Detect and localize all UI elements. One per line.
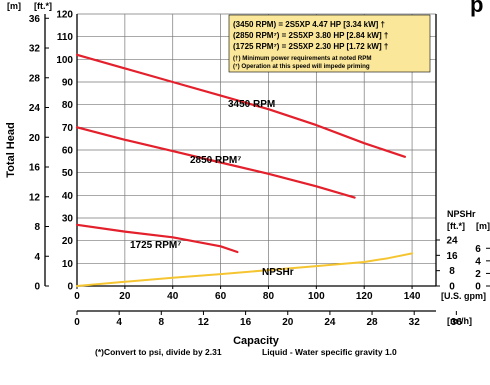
npshr-tick-label-ft: 8 xyxy=(449,266,455,277)
npshr-unit-ft: [ft.*] xyxy=(447,221,465,231)
y-tick-label-ft: 0 xyxy=(67,282,73,293)
x-tick-label-gpm: 140 xyxy=(404,291,421,302)
y-axis-title: Total Head xyxy=(5,122,17,177)
x-tick-label-m3h: 8 xyxy=(159,317,165,328)
x-tick-label-m3h: 0 xyxy=(74,317,80,328)
x-tick-label-m3h: 16 xyxy=(240,317,252,328)
series-line-npshr xyxy=(76,252,414,287)
series-label-2850: 2850 RPM⁷ xyxy=(190,155,241,166)
y-tick-label-m: 16 xyxy=(29,163,41,174)
x-tick-label-m3h: 12 xyxy=(198,317,210,328)
y-tick-label-m: 8 xyxy=(34,222,40,233)
series-line-2850rpm xyxy=(75,126,356,199)
x-tick-label-gpm: 60 xyxy=(215,291,227,302)
y-tick-label-m: 20 xyxy=(29,133,41,144)
y-tick-label-ft: 80 xyxy=(62,100,74,111)
x-tick-label-m3h: 24 xyxy=(324,317,336,328)
y-tick-label-ft: 30 xyxy=(62,214,74,225)
series-label-npshr: NPSHr xyxy=(262,267,294,278)
x-unit-m3h: [m³/h] xyxy=(447,316,472,326)
y-tick-label-m: 36 xyxy=(29,14,41,25)
x-unit-gpm: [U.S. gpm] xyxy=(441,291,486,301)
y-tick-label-ft: 120 xyxy=(56,10,73,21)
y-unit-m-label: [m] xyxy=(7,1,21,11)
tick-labels: 0102030405060708090100110120048121620242… xyxy=(29,10,490,328)
y-tick-label-m: 0 xyxy=(34,282,40,293)
series-line-1725rpm xyxy=(75,223,239,254)
x-tick-label-m3h: 36 xyxy=(451,317,463,328)
series-label-3450: 3450 RPM xyxy=(228,99,275,110)
y-tick-label-ft: 100 xyxy=(56,55,73,66)
y-tick-label-ft: 60 xyxy=(62,146,74,157)
legend-line-3450: (3450 RPM) = 2S5XP 4.47 HP [3.34 kW] † xyxy=(233,20,385,29)
x-tick-label-gpm: 100 xyxy=(308,291,325,302)
y-tick-label-m: 24 xyxy=(29,103,41,114)
y-tick-label-m: 32 xyxy=(29,44,41,55)
axes xyxy=(44,14,437,312)
y-tick-label-m: 28 xyxy=(29,73,41,84)
x-tick-label-m3h: 32 xyxy=(409,317,421,328)
legend-note-priming: (⁷) Operation at this speed will impede … xyxy=(233,63,370,70)
legend-background xyxy=(228,14,431,73)
x-tick-label-gpm: 40 xyxy=(167,291,179,302)
npshr-tick-label-ft: 24 xyxy=(446,236,458,247)
header-title-fragment: p xyxy=(470,0,483,17)
x-tick-label-gpm: 0 xyxy=(74,291,80,302)
x-tick-label-gpm: 20 xyxy=(119,291,131,302)
x-tick-label-m3h: 20 xyxy=(282,317,294,328)
npshr-tick-label-m: 2 xyxy=(475,269,481,280)
y-unit-ft-label: [ft.*] xyxy=(34,1,52,11)
x-tick-label-gpm: 120 xyxy=(356,291,373,302)
series-label-1725: 1725 RPM⁷ xyxy=(130,240,181,251)
npshr-tick-label-m: 4 xyxy=(475,256,481,267)
y-tick-label-ft: 70 xyxy=(62,123,74,134)
npshr-tick-label-ft: 16 xyxy=(446,251,458,262)
legend-box: (3450 RPM) = 2S5XP 4.47 HP [3.34 kW] † (… xyxy=(228,14,431,73)
npshr-tick-label-ft: 0 xyxy=(449,282,455,293)
legend-line-2850: (2850 RPM⁷) = 2S5XP 3.80 HP [2.84 kW] † xyxy=(233,31,388,40)
series xyxy=(75,53,414,287)
legend-note-power: (†) Minimum power requirements at noted … xyxy=(233,55,372,62)
npshr-tick-label-m: 0 xyxy=(475,282,481,293)
series-line-3450rpm xyxy=(75,53,406,158)
x-axis-title: Capacity xyxy=(233,335,280,347)
footer-liquid-note: Liquid - Water specific gravity 1.0 xyxy=(262,347,397,357)
x-tick-label-m3h: 4 xyxy=(116,317,122,328)
footer-psi-note: (*)Convert to psi, divide by 2.31 xyxy=(95,347,222,357)
x-tick-label-m3h: 28 xyxy=(366,317,378,328)
y-tick-label-ft: 110 xyxy=(57,32,74,43)
y-tick-label-ft: 10 xyxy=(62,259,74,270)
legend-line-1725: (1725 RPM⁷) = 2S5XP 2.30 HP [1.72 kW] † xyxy=(233,42,388,51)
x-tick-label-gpm: 80 xyxy=(263,291,275,302)
y-tick-label-ft: 40 xyxy=(62,191,74,202)
y-tick-label-m: 12 xyxy=(29,192,41,203)
y-tick-label-ft: 90 xyxy=(62,78,74,89)
npshr-unit-m: [m] xyxy=(476,221,490,231)
y-tick-label-ft: 50 xyxy=(62,168,74,179)
y-tick-label-m: 4 xyxy=(34,252,40,263)
npshr-axis-label: NPSHr xyxy=(447,209,476,219)
npshr-tick-label-m: 6 xyxy=(475,244,481,255)
y-tick-label-ft: 20 xyxy=(62,236,74,247)
